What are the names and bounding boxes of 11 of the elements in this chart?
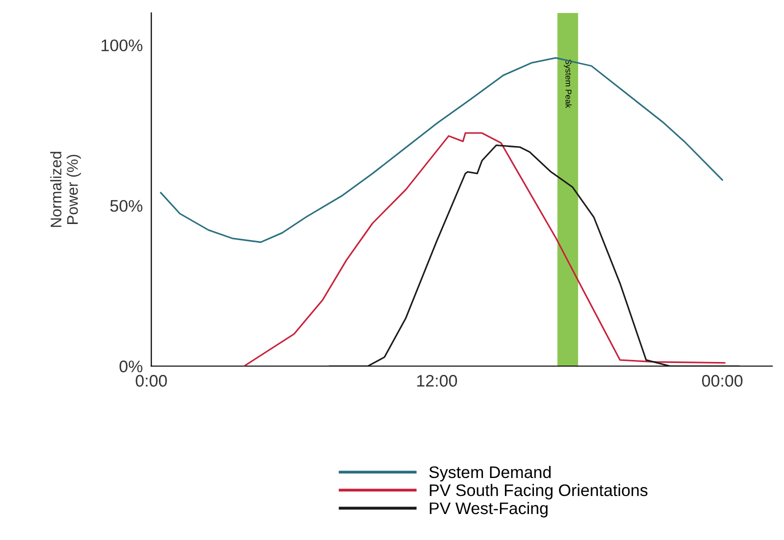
x-tick-label: 12:00 xyxy=(417,374,457,387)
band-label: System Peak xyxy=(564,59,572,108)
y-tick-label: 100% xyxy=(102,39,142,52)
legend-label: System Demand xyxy=(429,466,551,482)
legend-label: PV South Facing Orientations xyxy=(430,484,648,500)
y-tick-label: 0% xyxy=(120,360,142,372)
x-tick-label: 0:00 xyxy=(136,374,167,387)
legend-label: PV West-Facing xyxy=(430,502,548,518)
y-axis-title: Normalized Power (%) xyxy=(50,152,81,227)
x-tick-label: 00:00 xyxy=(702,374,742,387)
y-tick-label: 50% xyxy=(110,200,142,212)
